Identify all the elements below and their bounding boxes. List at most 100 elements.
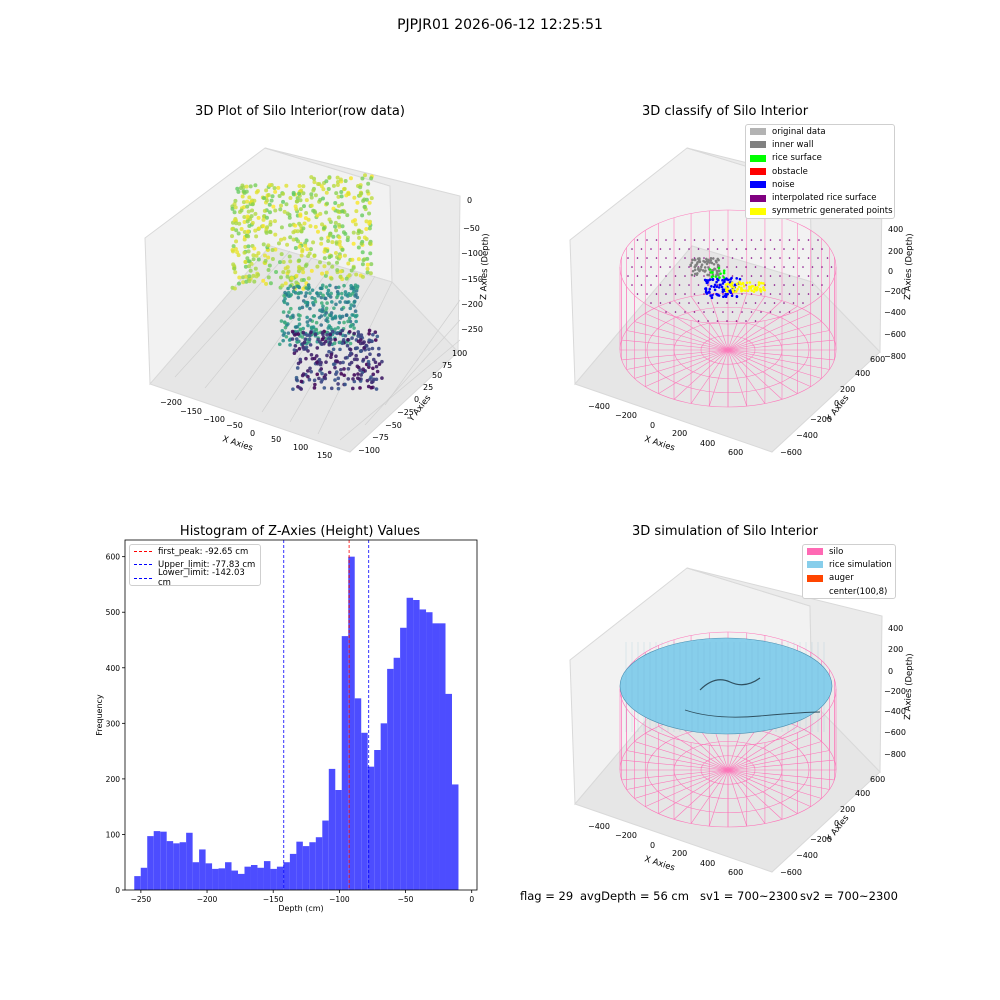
raw-xtick: 100	[293, 443, 308, 452]
raw-point	[261, 196, 266, 201]
classify-wall-point	[705, 257, 708, 261]
raw-point	[361, 258, 366, 263]
raw-point	[360, 213, 365, 218]
raw-point	[279, 252, 284, 257]
classify-interpolated-point	[741, 239, 743, 241]
raw-point	[359, 230, 364, 235]
histogram-bar	[192, 862, 200, 890]
raw-point	[346, 319, 350, 324]
raw-point	[257, 226, 262, 231]
raw-point	[233, 205, 238, 210]
raw-point	[251, 257, 256, 262]
raw-point	[369, 176, 374, 181]
classify-interpolated-point	[726, 266, 728, 268]
histogram-bar	[322, 820, 329, 890]
raw-point	[277, 342, 282, 347]
raw-point	[314, 354, 319, 358]
raw-point	[355, 376, 360, 380]
classify-interpolated-point	[741, 275, 743, 277]
classify-interpolated-point	[674, 257, 677, 259]
classify-interpolated-point	[678, 284, 681, 286]
raw-point	[350, 257, 355, 262]
raw-point	[252, 198, 257, 203]
classify-interpolated-point	[735, 320, 738, 322]
raw-point	[316, 337, 320, 342]
classify-interpolated-point	[726, 302, 728, 304]
classify-interpolated-point	[688, 302, 690, 304]
classify-interpolated-point	[802, 284, 804, 286]
raw-point	[334, 285, 338, 290]
raw-point	[230, 227, 235, 232]
raw-point	[264, 226, 269, 231]
raw-point	[338, 254, 343, 259]
raw-point	[295, 229, 300, 234]
histogram-bar	[186, 832, 193, 890]
raw-point	[309, 195, 314, 200]
raw-point	[281, 338, 285, 343]
silo-floor-spoke	[708, 769, 729, 827]
raw-point	[306, 323, 310, 328]
classify-interpolated-point	[627, 275, 629, 277]
raw-point	[339, 367, 343, 372]
raw-point	[302, 347, 306, 351]
raw-ytick: 25	[423, 383, 433, 392]
classify-interpolated-point	[731, 275, 734, 277]
classify-wall-point	[711, 268, 715, 272]
raw-point	[320, 196, 325, 201]
raw-point	[335, 183, 340, 188]
raw-point	[255, 189, 260, 194]
raw-point	[242, 190, 247, 195]
silo-floor-spoke	[626, 750, 729, 771]
raw-point	[292, 348, 297, 352]
raw-point	[281, 191, 286, 196]
raw-point	[241, 280, 246, 285]
raw-point	[243, 244, 248, 249]
raw-point	[368, 352, 372, 357]
raw-point	[293, 204, 298, 209]
raw-point	[346, 377, 351, 381]
raw-point	[339, 372, 344, 376]
raw-point	[368, 251, 373, 256]
raw-point	[327, 370, 332, 375]
legend-label: silo	[829, 546, 844, 557]
silo-floor-spoke	[727, 293, 748, 351]
raw-point	[278, 237, 283, 242]
raw-zlabel: Z Axies (Depth)	[479, 233, 491, 300]
raw-points	[230, 173, 384, 391]
classify-interpolated-point	[650, 284, 652, 286]
sim-ytick: 200	[840, 805, 855, 814]
raw-point	[290, 329, 295, 334]
classify-rice-point	[708, 268, 712, 271]
raw-point	[317, 376, 321, 381]
raw-point	[327, 349, 331, 354]
raw-point	[264, 215, 269, 220]
raw-point	[354, 346, 358, 351]
classify-xtick: −200	[615, 411, 637, 420]
raw-point	[347, 316, 352, 320]
sim-ytick: −200	[810, 835, 832, 844]
raw-ztick: −250	[461, 325, 483, 334]
classify-symmetric-point	[737, 285, 741, 289]
raw-point	[312, 378, 317, 383]
raw-point	[288, 316, 293, 320]
raw-point	[321, 304, 325, 309]
histogram-chart: −250 −200 −150 −100 −50 0 0 100 200 300 400 500 600…	[95, 539, 478, 913]
classify-interpolated-point	[674, 293, 677, 295]
raw-point	[273, 232, 278, 237]
raw-point	[266, 267, 271, 272]
histogram-bar	[134, 876, 141, 890]
legend-item: obstacle	[746, 165, 894, 178]
avg-depth-text: avgDepth = 56 cm	[580, 889, 689, 903]
raw-point	[286, 269, 291, 274]
raw-point	[324, 306, 329, 311]
raw-ytick: 100	[452, 349, 467, 358]
raw-point	[309, 192, 314, 197]
histogram-bar	[218, 868, 226, 890]
classify-interpolated-point	[722, 293, 724, 295]
raw-point	[340, 314, 345, 319]
raw-point	[242, 250, 247, 255]
silo-floor-spoke	[658, 769, 729, 814]
raw-point	[336, 325, 340, 330]
sim-xtick: 600	[728, 868, 743, 877]
raw-point	[333, 314, 338, 319]
